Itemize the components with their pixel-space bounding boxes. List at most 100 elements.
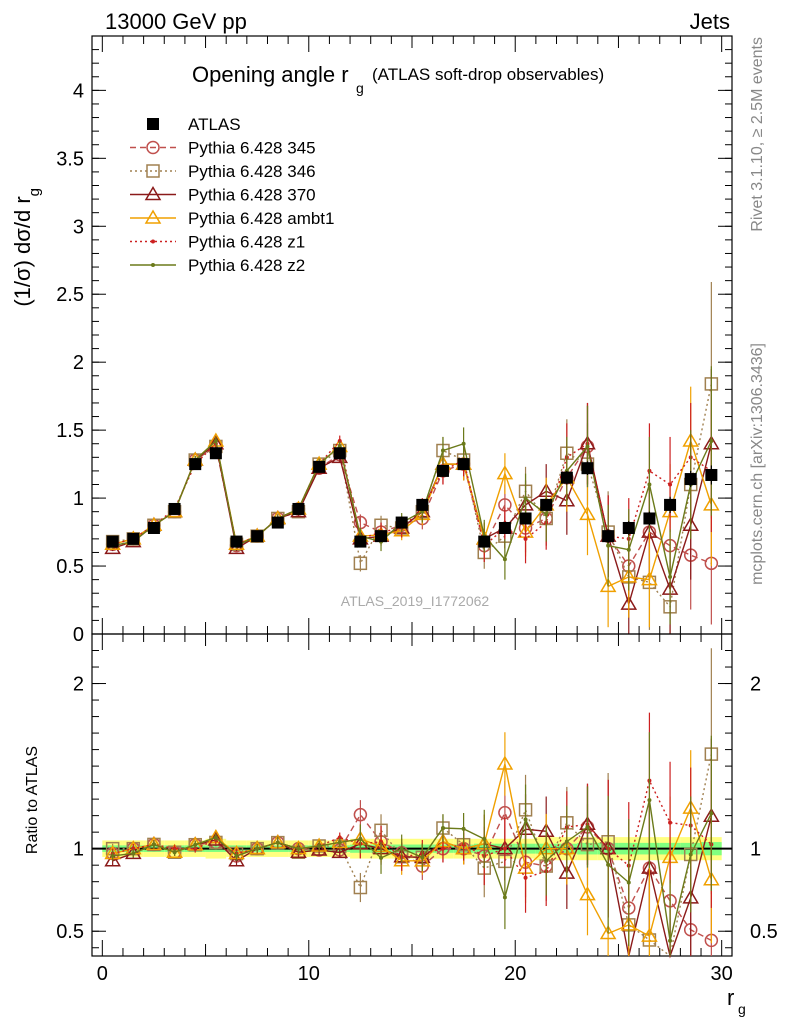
ratio-point xyxy=(193,842,198,847)
data-point xyxy=(664,498,677,511)
ratio-point xyxy=(626,880,631,885)
ratio-series-z2 xyxy=(110,732,714,956)
legend-marker xyxy=(146,164,160,178)
data-point xyxy=(457,458,470,471)
ratio-axes: 0.5 0.51 12 20 10 20 30 xyxy=(56,633,778,985)
y-tick-label: 1 xyxy=(73,488,84,510)
ratio-point xyxy=(564,839,569,844)
ratio-point xyxy=(296,846,301,851)
ratio-series-group xyxy=(104,648,720,959)
data-point xyxy=(626,547,631,552)
data-point xyxy=(705,468,718,481)
ratio-xlabel-text: r xyxy=(727,985,734,1010)
svg-text:(1/σ) dσ/d rg: (1/σ) dσ/d rg xyxy=(10,188,43,307)
ratio-point xyxy=(151,842,156,847)
main-ylabel: (1/σ) dσ/d rg xyxy=(10,188,43,307)
data-point xyxy=(622,521,635,534)
ratio-point xyxy=(641,927,658,942)
data-point xyxy=(709,439,714,444)
ratio-point xyxy=(440,826,445,831)
data-point xyxy=(168,502,181,515)
series-ATLAS xyxy=(106,447,718,548)
data-point xyxy=(519,512,532,525)
y-tick-label-right: 2 xyxy=(750,674,761,696)
legend-marker xyxy=(151,263,155,267)
ratio-point xyxy=(172,850,177,855)
legend-entry-z1: Pythia 6.428 z1 xyxy=(130,233,305,252)
data-point xyxy=(354,535,367,548)
data-point xyxy=(209,447,222,460)
legend: ATLAS Pythia 6.428 345 Pythia 6.428 346 Pyt… xyxy=(130,115,334,275)
series-line-p346 xyxy=(112,383,713,609)
data-point xyxy=(436,464,449,477)
data-point xyxy=(353,556,368,571)
data-point xyxy=(106,535,119,548)
data-point xyxy=(213,439,218,444)
legend-marker xyxy=(146,140,160,155)
ratio-ylabel: Ratio to ATLAS xyxy=(24,746,41,854)
data-point xyxy=(498,521,511,534)
ratio-point xyxy=(399,846,404,851)
ratio-xlabel-sub: g xyxy=(738,1001,746,1017)
ratio-point xyxy=(353,880,368,895)
data-point xyxy=(230,535,243,548)
x-tick-label: 20 xyxy=(504,963,526,985)
data-point xyxy=(496,465,514,480)
data-point xyxy=(606,543,611,548)
ratio-point xyxy=(213,835,218,840)
ratio-point xyxy=(496,755,514,770)
data-point xyxy=(440,448,445,453)
ratio-point xyxy=(668,938,673,943)
ratio-point xyxy=(379,855,384,860)
ratio-point xyxy=(502,846,507,851)
legend-entry-p345: Pythia 6.428 345 xyxy=(130,139,316,158)
ratio-series-z1 xyxy=(110,712,714,930)
y-tick-label: 4 xyxy=(73,80,84,102)
ratio-point xyxy=(585,825,590,830)
ratio-point xyxy=(647,798,652,803)
ratio-point xyxy=(606,862,611,867)
data-point xyxy=(502,557,507,562)
ratio-point xyxy=(482,836,487,841)
ratio-line-p370 xyxy=(112,816,713,959)
data-point xyxy=(313,460,326,473)
ratio-point xyxy=(440,846,445,851)
data-point xyxy=(523,536,528,541)
ratio-plot-panel: 0.5 0.51 12 20 10 20 30 xyxy=(56,633,778,985)
main-series-group xyxy=(104,281,720,634)
legend-marker xyxy=(144,209,162,224)
ratio-point xyxy=(709,811,714,816)
rivet-version-label: Rivet 3.1.10, ≥ 2.5M events xyxy=(749,37,766,232)
data-point xyxy=(560,471,573,484)
ratio-point xyxy=(668,820,673,825)
series-line-z1 xyxy=(112,439,712,547)
data-point xyxy=(251,530,264,543)
main-ylabel-sub: g xyxy=(26,188,43,196)
series-line-z2 xyxy=(112,439,712,578)
legend-label: Pythia 6.428 z2 xyxy=(188,256,305,275)
legend-label: Pythia 6.428 ambt1 xyxy=(188,209,334,228)
y-tick-label: 2 xyxy=(73,352,84,374)
data-point xyxy=(585,444,590,449)
svg-text:Opening angle r: Opening angle r xyxy=(192,62,349,87)
ratio-point xyxy=(310,841,328,856)
data-point xyxy=(579,505,596,521)
ratio-point xyxy=(255,846,260,851)
y-tick-label: 0.5 xyxy=(56,921,84,943)
ratio-point xyxy=(331,843,349,859)
ratio-point xyxy=(131,851,136,856)
y-tick-label: 1.5 xyxy=(56,420,84,442)
legend-label: ATLAS xyxy=(188,115,241,134)
ratio-point xyxy=(228,852,245,867)
data-point xyxy=(189,458,202,471)
ratio-point xyxy=(502,895,507,900)
data-point xyxy=(127,532,140,545)
ratio-series-p346 xyxy=(105,648,719,958)
header-left-label: 13000 GeV pp xyxy=(105,9,247,34)
legend-entry-ambt1: Pythia 6.428 ambt1 xyxy=(130,209,334,228)
ratio-xlabel: r g xyxy=(727,985,746,1017)
series-ambt1 xyxy=(104,386,720,628)
data-point xyxy=(292,502,305,515)
y-tick-label: 1 xyxy=(73,839,84,861)
x-tick-label: 0 xyxy=(97,963,108,985)
